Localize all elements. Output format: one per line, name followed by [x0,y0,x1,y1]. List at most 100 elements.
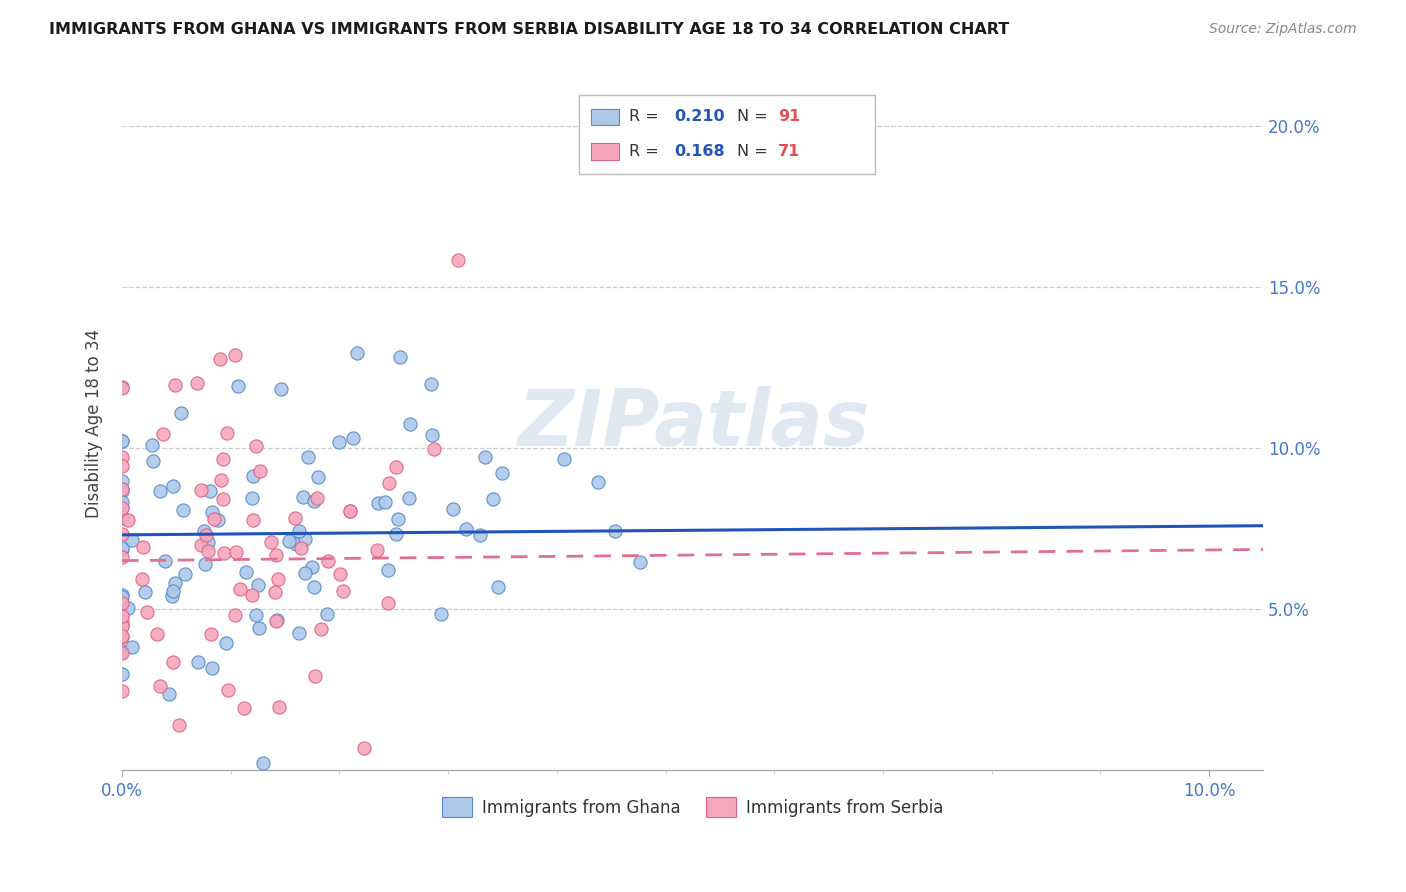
Point [294,532,316,546]
Point [134,584,156,599]
Point [111,501,134,516]
Point [224,348,246,362]
Point [132,540,155,554]
Point [378,475,401,490]
Point [197,543,219,558]
Point [142,453,165,467]
Point [111,541,134,555]
Point [111,609,134,624]
Point [163,378,186,392]
Point [160,589,183,603]
Point [288,626,311,640]
Point [267,573,290,587]
Point [226,379,249,393]
Point [269,699,291,714]
Point [212,492,235,507]
Point [277,534,299,549]
Point [111,482,134,496]
Point [111,588,134,602]
Point [198,483,221,498]
Point [201,661,224,675]
Point [111,380,134,394]
Text: R =: R = [628,110,664,124]
Point [605,524,627,539]
Point [446,253,468,268]
Point [209,351,232,366]
Point [294,566,316,580]
Point [366,543,388,558]
Text: N =: N = [737,110,773,124]
Point [242,469,264,483]
Text: 0.210: 0.210 [675,110,725,124]
Point [270,382,292,396]
Point [284,537,307,551]
Point [249,464,271,478]
Point [316,553,339,567]
Point [111,511,134,525]
Point [209,473,232,487]
Point [367,496,389,510]
Point [111,434,134,449]
Point [468,527,491,541]
Point [292,490,315,504]
Point [217,682,239,697]
Point [111,541,134,556]
Point [149,484,172,499]
Point [233,701,256,715]
Point [385,527,408,541]
Point [423,442,446,457]
Point [240,588,263,602]
Point [339,504,361,518]
Point [316,607,339,622]
Point [398,491,420,505]
Text: 0.168: 0.168 [675,144,725,159]
Point [117,513,139,527]
Point [441,502,464,516]
Point [240,491,263,506]
Point [328,434,350,449]
Point [121,640,143,654]
Point [162,478,184,492]
Point [111,484,134,499]
Point [297,450,319,464]
Point [245,439,267,453]
Point [235,565,257,579]
Point [214,546,236,560]
Point [162,655,184,669]
Point [430,607,453,621]
Point [302,494,325,508]
Point [167,718,190,732]
Text: R =: R = [628,144,664,159]
Point [339,503,361,517]
Point [399,417,422,431]
Point [264,615,287,629]
Point [353,741,375,756]
Point [111,500,134,515]
Point [342,431,364,445]
Point [173,567,195,582]
Point [170,406,193,420]
Point [301,560,323,574]
Point [224,608,246,623]
Point [111,644,134,658]
Point [247,577,270,591]
Point [111,381,134,395]
Point [111,590,134,604]
Point [153,554,176,568]
Point [302,580,325,594]
Point [491,466,513,480]
Text: 71: 71 [779,144,800,159]
FancyBboxPatch shape [591,144,619,160]
Point [149,679,172,693]
Point [242,512,264,526]
Point [165,576,187,591]
Point [111,509,134,524]
Point [136,605,159,619]
Point [200,627,222,641]
Point [419,377,441,392]
Point [172,503,194,517]
Point [307,491,329,506]
Point [374,495,396,509]
Point [586,475,609,490]
Point [111,631,134,645]
